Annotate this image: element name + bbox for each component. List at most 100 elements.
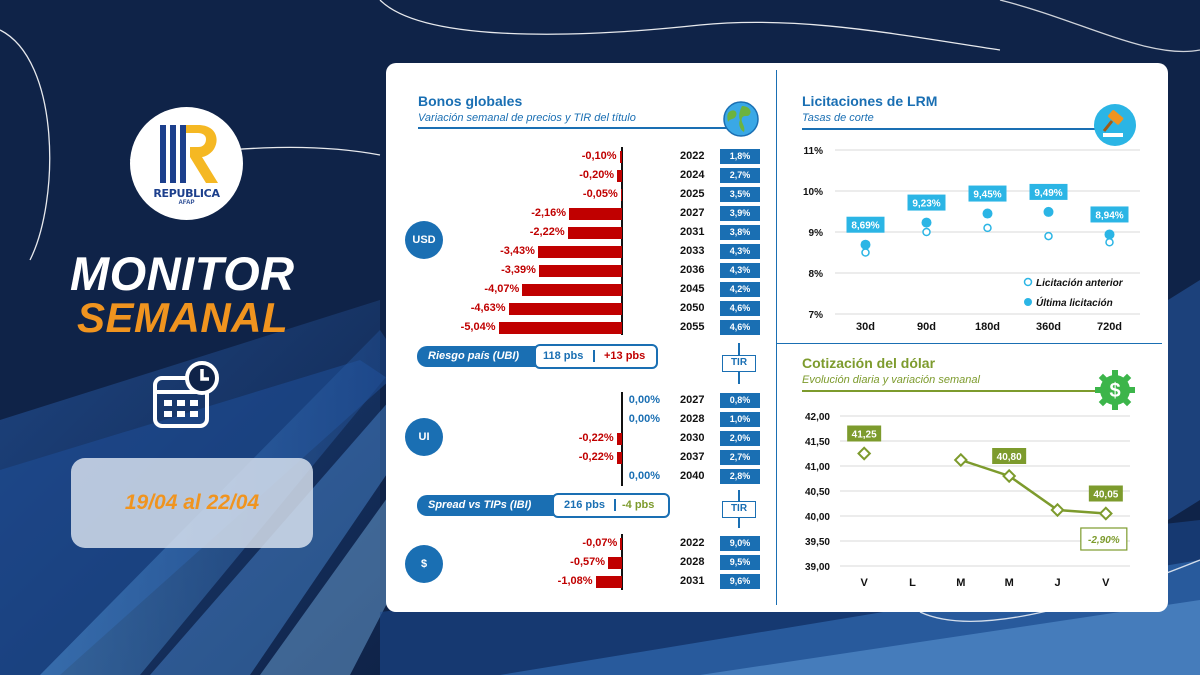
- dolar-point: [857, 446, 872, 461]
- logo-mark-icon: [160, 125, 218, 183]
- usd-var-label: -2,16%: [531, 207, 567, 219]
- period-text: 19/04 al 22/04: [124, 491, 260, 514]
- usd-tir: 3,8%: [720, 225, 760, 240]
- lrm-title: Licitaciones de LRM: [802, 93, 938, 109]
- tir-arrow-down-2: [738, 518, 740, 528]
- usd-var-label: -2,22%: [529, 226, 565, 238]
- riesgo-separator: [593, 350, 595, 362]
- dolar-ytick: 39,00: [805, 562, 830, 573]
- dolar-ytick: 41,00: [805, 462, 830, 473]
- dolar-point: [1050, 502, 1065, 518]
- ui-tir: 1,0%: [720, 412, 760, 427]
- lrm-xtick: 90d: [917, 321, 936, 333]
- lrm-xtick: 360d: [1036, 321, 1061, 333]
- lrm-point-ultima: [921, 217, 932, 228]
- tir-label-2: TIR: [722, 501, 756, 518]
- dolar-ytick: 40,00: [805, 512, 830, 523]
- lrm-ytick: 9%: [809, 228, 824, 239]
- ui-var-label: 0,00%: [628, 470, 660, 482]
- usd-var-label: -0,20%: [579, 169, 615, 181]
- dolar-xtick: M: [956, 577, 965, 589]
- dolar-data-label-bg: [992, 448, 1027, 464]
- dolar-underline: [802, 390, 1102, 392]
- vertical-divider: [776, 70, 777, 605]
- lrm-legend-ultima: Última licitación: [1036, 296, 1113, 309]
- peso-tir: 9,5%: [720, 555, 760, 570]
- lrm-legend-anterior: Licitación anterior: [1036, 278, 1124, 289]
- usd-year: 2031: [680, 226, 705, 238]
- peso-tir: 9,6%: [720, 574, 760, 589]
- lrm-chart: 7% 8% 9% 10% 11% 30d 8,69% 90d 9,23% 180d 9,45% 360…: [803, 146, 1140, 333]
- usd-bar: [619, 151, 622, 163]
- peso-var-label: -1,08%: [557, 575, 593, 587]
- lrm-data-label-bg: [968, 185, 1007, 202]
- peso-tir: 9,0%: [720, 536, 760, 551]
- usd-year: 2024: [680, 169, 705, 181]
- usd-bar: [508, 303, 622, 315]
- usd-year: 2022: [680, 150, 705, 162]
- lrm-xtick: 30d: [856, 321, 875, 333]
- usd-year: 2033: [680, 245, 705, 257]
- usd-var-label: -0,05%: [582, 188, 618, 200]
- dolar-xtick: V: [1102, 577, 1110, 589]
- usd-var-label: -4,07%: [484, 283, 520, 295]
- ui-var-label: 0,00%: [628, 394, 660, 406]
- ui-tir: 2,0%: [720, 431, 760, 446]
- dolar-data-label-bg: [847, 425, 882, 442]
- lrm-point-anterior: [983, 223, 992, 233]
- lrm-legend-anterior-marker: [1023, 277, 1033, 287]
- peso-bar: [595, 576, 622, 588]
- ui-var-label: -0,22%: [578, 432, 614, 444]
- usd-bar: [498, 322, 622, 334]
- lrm-data-label: 9,45%: [973, 190, 1001, 201]
- usd-var-label: -3,43%: [500, 245, 535, 257]
- dolar-data-label: 40,80: [997, 452, 1022, 463]
- dolar-title: Cotización del dólar: [802, 355, 936, 371]
- lrm-data-label-bg: [1029, 183, 1068, 200]
- report-panel: [386, 63, 1168, 612]
- lrm-ytick: 11%: [804, 146, 824, 157]
- ui-year: 2037: [680, 451, 705, 463]
- lrm-point-anterior: [1105, 238, 1114, 247]
- dolar-xtick: L: [909, 577, 916, 589]
- dolar-ytick: 42,00: [805, 412, 830, 423]
- peso-badge: $: [405, 545, 443, 583]
- dolar-ytick: 41,50: [805, 437, 830, 448]
- lrm-ytick: 10%: [803, 187, 823, 198]
- usd-bar: [537, 246, 622, 258]
- dolar-annotation: -2,90%: [1088, 535, 1120, 546]
- lrm-point-ultima: [1043, 206, 1054, 217]
- lrm-point-ultima: [982, 208, 993, 219]
- svg-text:$: $: [1109, 380, 1120, 402]
- peso-year: 2022: [680, 537, 705, 549]
- lrm-point-anterior: [1044, 231, 1053, 241]
- riesgo-pais-box: 118 pbs +13 pbs: [534, 344, 658, 369]
- dolar-data-label: 41,25: [852, 430, 877, 441]
- brand-sub: AFAP: [178, 200, 195, 206]
- lrm-point-ultima: [1104, 229, 1115, 240]
- dolar-line: [960, 458, 1106, 515]
- riesgo-pais-value: 118 pbs: [543, 350, 584, 362]
- globe-icon: [723, 101, 759, 137]
- tir-label-1: TIR: [722, 355, 756, 372]
- peso-bar: [608, 557, 622, 569]
- ui-tir: 0,8%: [720, 393, 760, 408]
- usd-bar: [567, 227, 622, 239]
- tir-arrow-up-2: [738, 490, 740, 502]
- ui-tir: 2,7%: [720, 450, 760, 465]
- usd-var-label: -0,10%: [581, 150, 617, 162]
- lrm-data-label-bg: [907, 194, 946, 211]
- lrm-underline: [802, 128, 1098, 130]
- usd-bar: [569, 208, 622, 220]
- ui-year: 2030: [680, 432, 705, 444]
- riesgo-pais-label: Riesgo país (UBI): [417, 346, 557, 367]
- gavel-icon: [1094, 104, 1136, 146]
- spread-box: 216 pbs -4 pbs: [552, 493, 670, 518]
- ui-tir: 2,8%: [720, 469, 760, 484]
- usd-bar: [522, 284, 622, 296]
- dolar-xtick: V: [860, 577, 868, 589]
- dollar-gear-icon: $: [1095, 370, 1135, 410]
- usd-year: 2027: [680, 207, 705, 219]
- lrm-data-label: 9,49%: [1034, 188, 1062, 199]
- dolar-annotation-box: [1080, 527, 1128, 551]
